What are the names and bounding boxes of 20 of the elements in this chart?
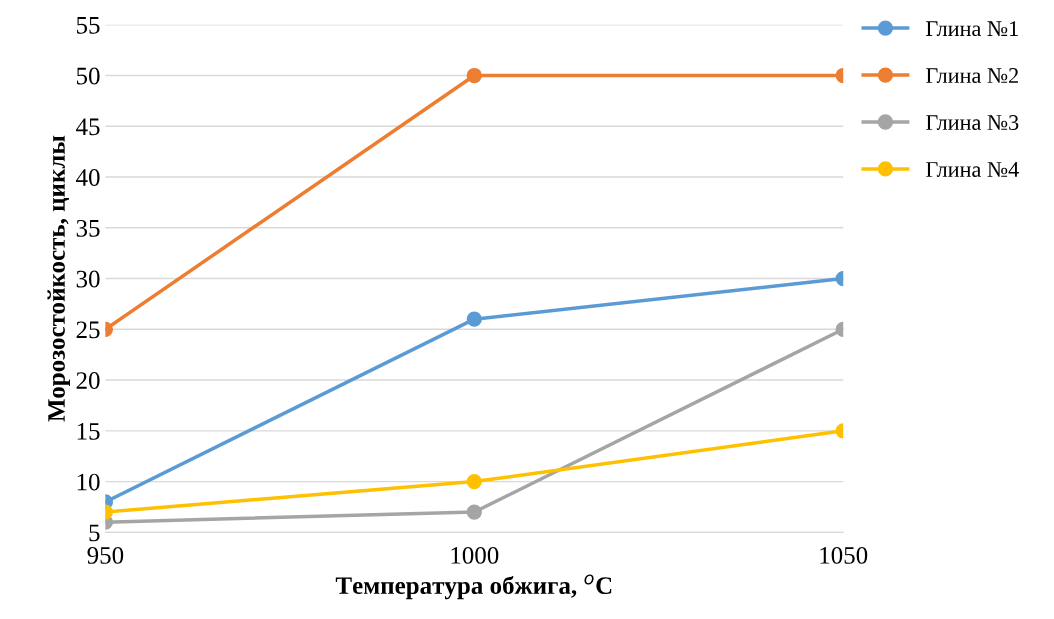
y-tick-label: 5 bbox=[89, 524, 100, 542]
y-axis-title: Морозостойкость, циклы bbox=[47, 135, 70, 422]
x-axis-title: Температура обжига, $^{o}$C bbox=[335, 574, 612, 600]
y-tick-label: 45 bbox=[76, 118, 100, 136]
y-tick-label: 10 bbox=[77, 473, 100, 491]
y-tick-label: 20 bbox=[76, 372, 100, 389]
y-tick-label: 35 bbox=[76, 219, 100, 237]
y-tick-label: 30 bbox=[76, 270, 100, 288]
legend-label: Глина №4 bbox=[926, 162, 1019, 177]
legend-label: Глина №2 bbox=[926, 68, 1018, 84]
y-tick-label: 25 bbox=[76, 321, 100, 339]
x-tick-label: 950 bbox=[87, 546, 124, 564]
y-tick-label: 40 bbox=[76, 169, 100, 186]
y-tick-label: 55 bbox=[76, 17, 100, 34]
legend-label: Глина №1 bbox=[926, 21, 1018, 37]
legend-label: Глина №3 bbox=[926, 115, 1019, 130]
y-tick-label: 50 bbox=[76, 67, 100, 85]
x-tick-label: 1000 bbox=[451, 546, 499, 564]
y-tick-label: 15 bbox=[77, 422, 100, 440]
x-tick-label: 1050 bbox=[820, 546, 868, 564]
